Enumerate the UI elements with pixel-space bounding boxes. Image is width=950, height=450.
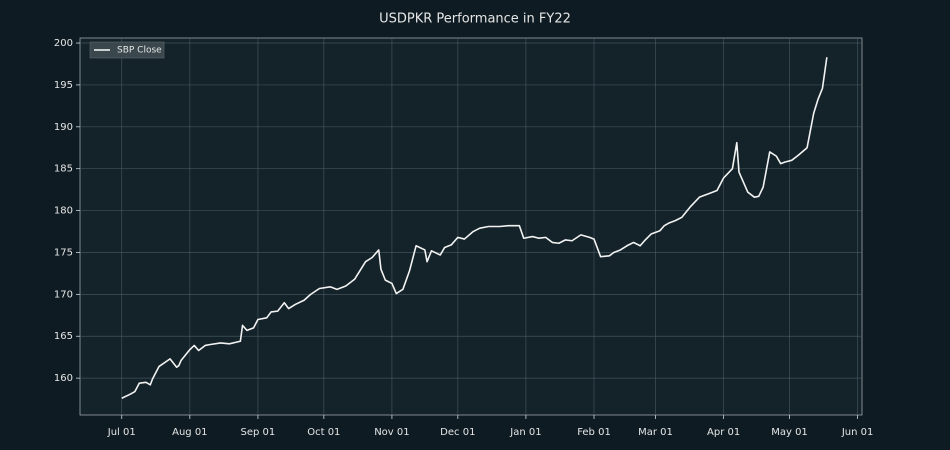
y-tick-label: 175: [54, 247, 73, 258]
y-tick-label: 190: [54, 122, 73, 133]
legend-box: [89, 41, 165, 59]
x-tick-label: Jan 01: [509, 427, 541, 438]
y-tick-label: 170: [54, 289, 73, 300]
x-tick-label: Feb 01: [577, 427, 611, 438]
chart-title: USDPKR Performance in FY22: [379, 12, 571, 27]
x-tick-label: Aug 01: [172, 427, 207, 438]
x-tick-label: Dec 01: [440, 427, 475, 438]
legend-label: SBP Close: [117, 46, 162, 56]
y-tick-label: 165: [54, 331, 73, 342]
x-tick-label: Apr 01: [707, 427, 740, 438]
x-tick-label: Jun 01: [841, 427, 874, 438]
y-tick-label: 200: [54, 38, 73, 49]
x-tick-label: Jul 01: [107, 427, 136, 438]
x-tick-label: May 01: [771, 427, 808, 438]
plot-area: [79, 37, 863, 416]
x-tick-label: Oct 01: [307, 427, 340, 438]
y-tick-label: 185: [54, 164, 73, 175]
y-tick-label: 195: [54, 80, 73, 91]
y-tick-label: 180: [54, 206, 73, 217]
x-tick-label: Sep 01: [241, 427, 276, 438]
x-tick-label: Mar 01: [638, 427, 673, 438]
y-tick-label: 160: [54, 373, 73, 384]
x-tick-label: Nov 01: [374, 427, 409, 438]
line: [121, 57, 828, 399]
